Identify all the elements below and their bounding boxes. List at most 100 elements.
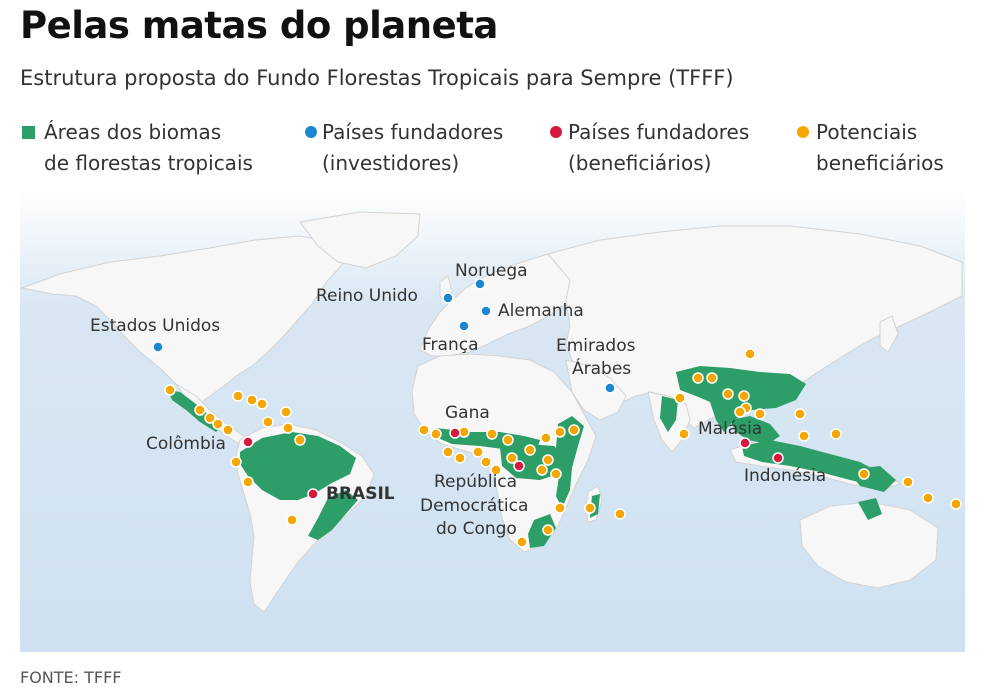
forest-india (660, 396, 678, 432)
label-reino-unido: Reino Unido (316, 286, 418, 306)
potential-dot (212, 418, 224, 430)
forest-malaysia (730, 416, 780, 444)
forest-atlantic (308, 490, 358, 540)
potential-dot (232, 390, 244, 402)
beneficiaries-swatch (550, 126, 562, 138)
potential-dot (164, 384, 176, 396)
potential-dot (454, 452, 466, 464)
potential-dot (584, 502, 596, 514)
potential-dot (246, 394, 258, 406)
legend-forest-line2: de florestas tropicais (44, 151, 253, 175)
potential-dot (542, 454, 554, 466)
dot-colombia (242, 436, 254, 448)
potential-dot (568, 424, 580, 436)
potential-dot (502, 434, 514, 446)
legend-investors: Países fundadores (investidores) (322, 117, 503, 179)
potential-dot (542, 524, 554, 536)
label-emirados-2: Árabes (572, 357, 631, 379)
potential-dot (678, 428, 690, 440)
potential-dot (262, 416, 274, 428)
dot-brasil (307, 488, 319, 500)
potential-dot (418, 424, 430, 436)
label-estados-unidos: Estados Unidos (90, 316, 220, 336)
japan (879, 315, 899, 353)
potential-dot (486, 428, 498, 440)
potential-dot (734, 406, 746, 418)
potential-dot (524, 444, 536, 456)
potential-dot (950, 498, 962, 510)
potential-dot (194, 404, 206, 416)
dot-noruega (474, 278, 486, 290)
potential-dot (294, 434, 306, 446)
potential-dot (204, 412, 216, 424)
forest-southeast-africa (528, 514, 556, 548)
dot-emirados-arabes (604, 382, 616, 394)
dot-malasia (739, 437, 751, 449)
dot-estados-unidos (152, 341, 164, 353)
label-indonesia: Indonésia (744, 466, 826, 486)
dot-gana (449, 427, 461, 439)
legend-potential: Potenciais beneficiários (816, 117, 944, 179)
label-colombia: Colômbia (146, 434, 226, 454)
label-rdc-2: Democrática (420, 496, 528, 516)
forest-northern-australia (858, 498, 882, 520)
page-title: Pelas matas do planeta (20, 4, 498, 47)
legend-forest-line1: Áreas dos biomas (44, 120, 222, 144)
page-subtitle: Estrutura proposta do Fundo Florestas Tr… (20, 66, 734, 90)
potential-dot (706, 372, 718, 384)
forest-east-africa (556, 416, 584, 508)
label-noruega: Noruega (455, 261, 528, 281)
potential-dot (858, 468, 870, 480)
potential-dot (472, 446, 484, 458)
potential-dot (922, 492, 934, 504)
potential-dot (554, 502, 566, 514)
dot-reino-unido (442, 292, 454, 304)
potential-dot (442, 446, 454, 458)
forest-swatch (22, 126, 35, 139)
potential-dot (280, 406, 292, 418)
potential-dot (516, 536, 528, 548)
forest-indonesia (742, 440, 882, 486)
legend-investors-line1: Países fundadores (322, 120, 504, 144)
arabia (565, 359, 627, 421)
investors-swatch (305, 126, 317, 138)
investor-dots (152, 278, 616, 394)
legend-potential-line2: beneficiários (816, 151, 944, 175)
legend-investors-line2: (investidores) (322, 151, 460, 175)
label-gana: Gana (445, 403, 490, 423)
potential-dot (692, 372, 704, 384)
potential-dot (754, 408, 766, 420)
label-franca: França (422, 335, 479, 355)
potential-dot (614, 508, 626, 520)
north-america (20, 235, 346, 407)
legend-beneficiaries: Países fundadores (beneficiários) (568, 117, 749, 179)
world-map-svg: Noruega Reino Unido Alemanha França Esta… (20, 211, 963, 613)
forest-amazon (240, 432, 356, 500)
potential-dot (550, 468, 562, 480)
source-note: FONTE: TFFF (20, 668, 122, 687)
dot-indonesia (772, 452, 784, 464)
potential-dot (506, 452, 518, 464)
potential-dot (794, 408, 806, 420)
forest-new-guinea (848, 466, 896, 492)
potential-beneficiary-dots (164, 348, 962, 548)
legend-beneficiaries-line1: Países fundadores (568, 120, 750, 144)
potential-dot (430, 428, 442, 440)
label-rdc-3: do Congo (436, 519, 517, 539)
beneficiary-dots (242, 427, 784, 500)
dot-rdc (513, 460, 525, 472)
potential-dot (830, 428, 842, 440)
map-legend: Áreas dos biomas de florestas tropicais … (0, 117, 984, 187)
potential-dot (242, 476, 254, 488)
legend-beneficiaries-line2: (beneficiários) (568, 151, 712, 175)
potential-dot (222, 424, 234, 436)
potential-dot (490, 464, 502, 476)
potential-dot (674, 392, 686, 404)
potential-dot (536, 464, 548, 476)
country-labels: Noruega Reino Unido Alemanha França Esta… (90, 261, 826, 539)
potential-dot (540, 432, 552, 444)
label-alemanha: Alemanha (498, 301, 584, 321)
label-emirados-1: Emirados (556, 336, 636, 356)
potential-dot (738, 390, 750, 402)
potential-dot (480, 456, 492, 468)
